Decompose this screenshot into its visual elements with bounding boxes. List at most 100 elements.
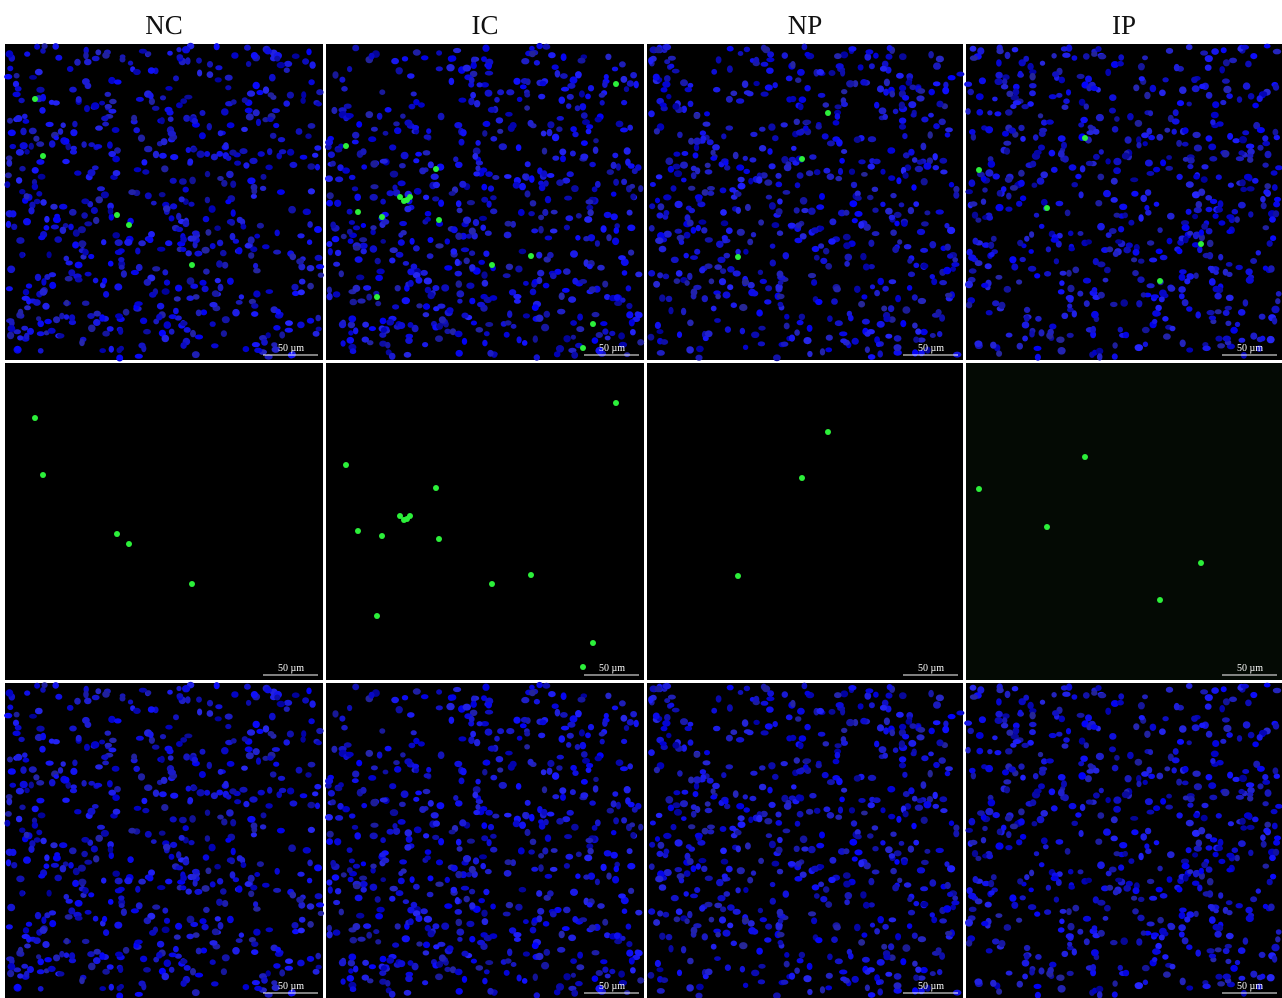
nucleus bbox=[756, 948, 763, 955]
nucleus bbox=[10, 144, 17, 149]
nucleus bbox=[67, 705, 74, 711]
nucleus bbox=[1193, 232, 1199, 239]
nucleus bbox=[881, 306, 887, 312]
nucleus bbox=[825, 985, 832, 990]
nucleus bbox=[1103, 916, 1109, 921]
nucleus bbox=[209, 940, 217, 946]
scale-bar-label: 50 µm bbox=[918, 663, 944, 674]
nucleus bbox=[1027, 702, 1033, 709]
nucleus bbox=[818, 226, 824, 231]
nucleus bbox=[109, 984, 114, 991]
nucleus bbox=[794, 968, 800, 974]
nucleus bbox=[858, 860, 864, 868]
nucleus bbox=[389, 783, 396, 789]
nucleus bbox=[790, 735, 797, 741]
nucleus bbox=[370, 194, 378, 201]
nucleus bbox=[64, 138, 69, 144]
nucleus bbox=[970, 694, 978, 700]
nucleus bbox=[775, 812, 781, 818]
nucleus bbox=[816, 763, 822, 769]
nucleus bbox=[216, 899, 223, 906]
nucleus bbox=[987, 110, 992, 115]
nucleus bbox=[179, 835, 185, 841]
nucleus bbox=[485, 960, 493, 965]
nucleus bbox=[432, 923, 439, 929]
nucleus bbox=[851, 182, 857, 188]
nucleus bbox=[335, 176, 343, 182]
nucleus bbox=[1001, 723, 1008, 729]
nucleus bbox=[287, 731, 294, 738]
nucleus bbox=[302, 58, 309, 64]
nucleus bbox=[291, 284, 298, 291]
nucleus bbox=[221, 180, 227, 187]
nucleus bbox=[861, 811, 868, 816]
nucleus bbox=[612, 67, 618, 72]
nucleus bbox=[1002, 769, 1009, 775]
nucleus bbox=[149, 930, 156, 936]
nucleus bbox=[568, 296, 576, 303]
nucleus bbox=[576, 326, 584, 332]
nucleus bbox=[59, 313, 64, 320]
nucleus bbox=[165, 240, 172, 246]
nucleus bbox=[679, 239, 684, 245]
nucleus bbox=[446, 307, 453, 313]
nucleus bbox=[210, 321, 216, 327]
nucleus bbox=[767, 148, 772, 155]
nucleus bbox=[202, 885, 210, 892]
nucleus bbox=[688, 101, 694, 107]
nucleus bbox=[1059, 919, 1064, 925]
nucleus bbox=[35, 912, 41, 919]
nucleus bbox=[1097, 261, 1105, 267]
nucleus bbox=[1184, 278, 1190, 284]
nucleus bbox=[1148, 135, 1155, 140]
nucleus bbox=[375, 301, 381, 306]
nucleus bbox=[1061, 780, 1067, 787]
nucleus bbox=[300, 98, 305, 104]
nucleus bbox=[595, 756, 602, 762]
nucleus bbox=[94, 311, 101, 317]
nucleus bbox=[16, 876, 24, 883]
nucleus bbox=[490, 933, 498, 939]
nucleus bbox=[421, 55, 429, 60]
nucleus bbox=[525, 800, 531, 806]
nucleus bbox=[565, 215, 573, 221]
nucleus bbox=[899, 763, 906, 769]
nucleus bbox=[362, 975, 369, 981]
nucleus bbox=[776, 208, 783, 215]
nucleus bbox=[1146, 767, 1152, 774]
nucleus bbox=[361, 248, 367, 254]
nucleus bbox=[19, 828, 25, 833]
nucleus bbox=[202, 924, 209, 931]
nucleus bbox=[687, 273, 692, 280]
nucleus bbox=[835, 752, 841, 759]
nucleus bbox=[318, 911, 324, 916]
nucleus bbox=[921, 178, 928, 185]
nucleus bbox=[921, 117, 928, 123]
nucleus bbox=[704, 263, 712, 269]
nucleus bbox=[253, 263, 258, 269]
nucleus bbox=[1040, 171, 1048, 178]
nucleus bbox=[559, 787, 566, 794]
nucleus bbox=[401, 790, 409, 798]
nucleus bbox=[600, 321, 607, 326]
nucleus bbox=[37, 320, 44, 327]
nucleus bbox=[1235, 216, 1240, 223]
nucleus bbox=[530, 839, 537, 845]
nucleus bbox=[663, 912, 670, 918]
nucleus bbox=[1095, 685, 1101, 691]
nucleus bbox=[176, 227, 184, 232]
nucleus bbox=[471, 959, 477, 964]
nucleus bbox=[24, 832, 30, 838]
nucleus bbox=[827, 315, 833, 322]
nucleus bbox=[1056, 201, 1064, 207]
nucleus bbox=[14, 346, 20, 352]
nucleus bbox=[1022, 960, 1030, 967]
nucleus bbox=[6, 286, 13, 291]
nucleus bbox=[269, 74, 276, 82]
nucleus bbox=[375, 913, 383, 919]
nucleus bbox=[1111, 197, 1118, 203]
nucleus bbox=[1197, 246, 1202, 253]
nucleus bbox=[180, 342, 186, 349]
nucleus bbox=[593, 138, 599, 143]
nucleus bbox=[460, 129, 467, 136]
